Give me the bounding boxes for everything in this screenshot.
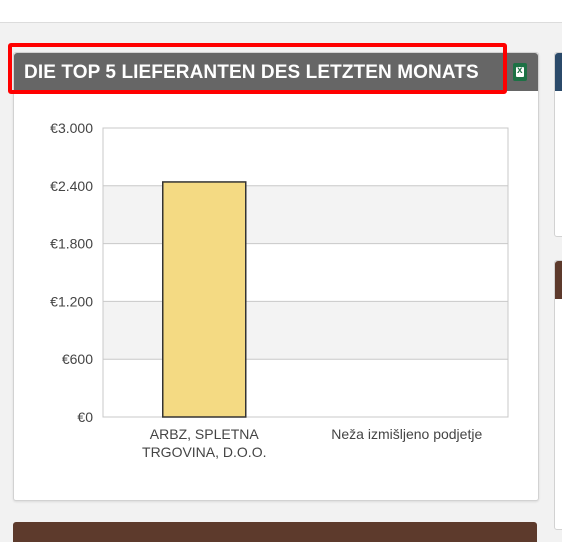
excel-export-icon[interactable] <box>513 63 527 81</box>
bottom-widget-card <box>13 522 537 542</box>
side-widget-card <box>554 260 562 530</box>
bar-chart: €0 €600 €1.200 €1.800 €2.400 €3.000 ARBZ, SPLE… <box>50 120 509 460</box>
x-tick-label: TRGOVINA, D.O.O. <box>142 444 266 460</box>
top-suppliers-widget: DIE TOP 5 LIEFERANTEN DES LETZTEN MONATS <box>13 52 539 501</box>
plot-area <box>102 127 509 418</box>
top-bar <box>0 0 562 23</box>
widget-header: DIE TOP 5 LIEFERANTEN DES LETZTEN MONATS <box>14 53 538 91</box>
y-tick-label: €0 <box>77 409 93 425</box>
bar <box>162 181 247 418</box>
x-tick-label: ARBZ, SPLETNA <box>150 426 260 442</box>
y-tick-label: €1.800 <box>50 236 93 252</box>
y-tick-label: €1.200 <box>50 293 93 309</box>
y-tick-label: €3.000 <box>50 120 93 136</box>
x-tick-label: Neža izmišljeno podjetje <box>331 426 482 442</box>
widget-title: DIE TOP 5 LIEFERANTEN DES LETZTEN MONATS <box>24 62 479 83</box>
y-tick-label: €2.400 <box>50 178 93 194</box>
side-widget-card <box>554 52 562 237</box>
y-tick-label: €600 <box>62 351 93 367</box>
